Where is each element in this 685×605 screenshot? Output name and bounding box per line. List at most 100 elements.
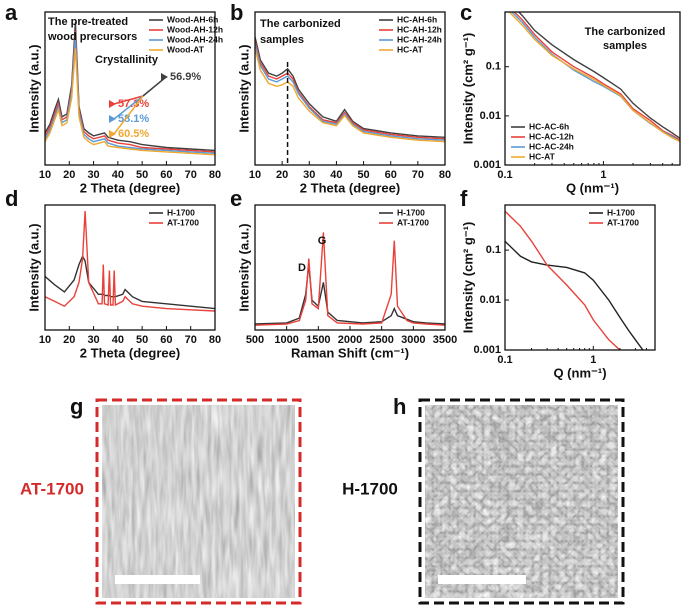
x-axis-title: 2 Theta (degree) <box>80 180 180 195</box>
x-tick-label: 0.1 <box>497 354 512 366</box>
tem-image <box>102 405 295 598</box>
legend-label: Wood-AH-12h <box>167 24 223 34</box>
x-tick-label: 70 <box>185 334 197 346</box>
plot-frame <box>504 11 681 166</box>
series-line <box>255 40 445 140</box>
y-axis-title: Intensity (cm² g⁻¹) <box>460 222 475 334</box>
scale-bar <box>438 575 526 584</box>
annotation: The pre-treated <box>48 16 128 28</box>
arrow <box>113 95 144 135</box>
y-axis-title: Intensity (cm² g⁻¹) <box>460 33 475 145</box>
plot-frame <box>44 11 216 166</box>
x-tick-label: 40 <box>330 169 342 181</box>
series-line <box>255 43 445 141</box>
arrow <box>113 95 144 105</box>
x-tick-label: 40 <box>112 334 124 346</box>
x-tick-label: 20 <box>276 169 288 181</box>
y-axis-title: Intensity (a.u.) <box>26 223 41 311</box>
x-tick-label: 50 <box>136 169 148 181</box>
image-caption: H-1700 <box>342 479 398 498</box>
legend-label: H-1700 <box>167 207 195 217</box>
x-tick-label: 1500 <box>306 334 330 346</box>
x-tick-label: 30 <box>303 169 315 181</box>
x-tick-label: 50 <box>136 334 148 346</box>
image-frame <box>418 398 625 605</box>
panel-label: d <box>5 186 18 211</box>
annotation: The carbonized <box>585 26 666 38</box>
crystallinity-label: 60.5% <box>118 128 149 140</box>
arrow <box>113 95 144 120</box>
x-axis-title: 2 Theta (degree) <box>80 345 180 360</box>
legend-label: AT-1700 <box>167 217 199 227</box>
x-tick-label: 70 <box>185 169 197 181</box>
x-tick-label: 1 <box>600 169 606 181</box>
legend-label: HC-AT <box>397 44 424 54</box>
panel-label: b <box>230 0 243 25</box>
series-line <box>513 12 680 141</box>
series-line <box>508 12 680 143</box>
x-tick-label: 80 <box>209 334 221 346</box>
arrow-head <box>109 130 116 138</box>
plot-frame <box>44 204 216 331</box>
y-tick-label: 0.1 <box>486 244 501 256</box>
x-tick-label: 2000 <box>338 334 362 346</box>
series-line <box>45 48 215 156</box>
x-tick-label: 3500 <box>433 334 457 346</box>
x-tick-label: 40 <box>112 169 124 181</box>
legend-label: HC-AT <box>529 151 556 161</box>
series-line <box>255 36 445 138</box>
y-axis-title: Intensity (a.u.) <box>26 44 41 132</box>
annotation: Crystallinity <box>95 54 159 66</box>
panel-label: e <box>230 186 242 211</box>
x-axis-title: 2 Theta (degree) <box>300 180 400 195</box>
series-line <box>255 48 445 143</box>
x-tick-label: 2500 <box>369 334 393 346</box>
x-tick-label: 60 <box>385 169 397 181</box>
y-axis-title: Intensity (a.u.) <box>236 223 251 311</box>
x-tick-label: 20 <box>63 169 75 181</box>
legend-label: HC-AH-12h <box>397 24 442 34</box>
legend-label: HC-AC-6h <box>529 121 569 131</box>
series-line <box>517 12 680 139</box>
legend-label: H-1700 <box>397 207 425 217</box>
panel-label: f <box>460 186 468 211</box>
image-frame <box>95 398 302 605</box>
series-line <box>45 210 215 312</box>
legend-label: Wood-AH-6h <box>167 14 218 24</box>
series-line <box>505 210 622 350</box>
x-tick-label: 30 <box>87 334 99 346</box>
legend-label: H-1700 <box>607 207 635 217</box>
annotation: D <box>298 262 306 274</box>
x-tick-label: 70 <box>412 169 424 181</box>
arrow-head <box>109 100 116 108</box>
series-line <box>255 232 445 326</box>
scale-bar <box>115 575 200 584</box>
series-line <box>45 22 215 152</box>
annotation: samples <box>260 34 304 46</box>
x-tick-label: 60 <box>160 334 172 346</box>
series-line <box>505 240 644 350</box>
legend-label: HC-AH-6h <box>397 14 437 24</box>
legend-label: HC-AC-24h <box>529 141 574 151</box>
annotation: samples <box>603 40 647 52</box>
y-tick-label: 0.001 <box>473 159 501 171</box>
x-axis-title: Q (nm⁻¹) <box>566 180 619 195</box>
y-tick-label: 0.01 <box>480 110 501 122</box>
annotation: wood precursors <box>47 31 137 43</box>
legend-label: HC-AH-24h <box>397 34 442 44</box>
panel-label: c <box>460 0 472 25</box>
crystallinity-label: 56.9% <box>170 71 201 83</box>
x-tick-label: 500 <box>246 334 264 346</box>
x-tick-label: 80 <box>209 169 221 181</box>
x-axis-title: Raman Shift (cm⁻¹) <box>291 345 409 360</box>
legend-label: AT-1700 <box>397 217 429 227</box>
y-axis-title: Intensity (a.u.) <box>236 44 251 132</box>
arrow-head <box>109 115 116 123</box>
x-tick-label: 10 <box>39 169 51 181</box>
x-tick-label: 1 <box>590 354 596 366</box>
x-tick-label: 30 <box>87 169 99 181</box>
crystallinity-label: 58.1% <box>118 113 149 125</box>
tem-image <box>425 405 618 598</box>
panel-label: g <box>70 394 83 419</box>
